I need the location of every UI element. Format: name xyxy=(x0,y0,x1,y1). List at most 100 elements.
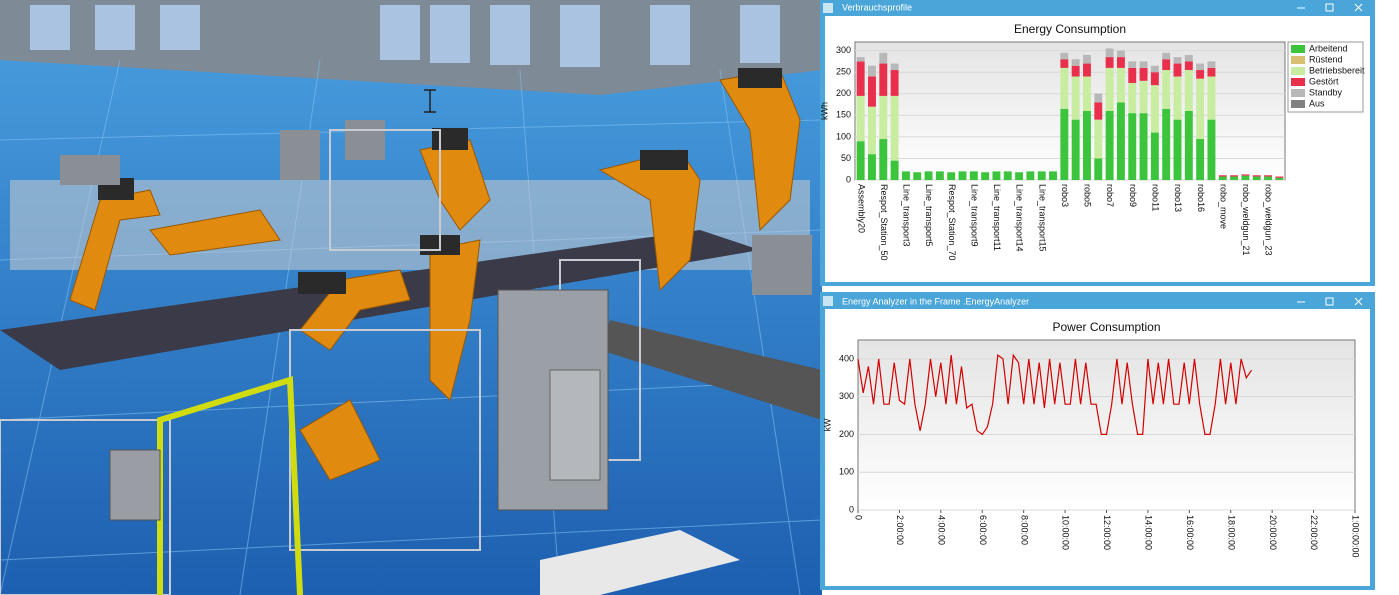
bar-segment xyxy=(856,61,865,96)
legend-swatch xyxy=(1291,89,1305,97)
bar-segment xyxy=(1116,67,1125,103)
x-tick-label: 10:00:00 xyxy=(1061,515,1071,550)
bar-segment xyxy=(1060,67,1069,109)
chart-title: Power Consumption xyxy=(1052,320,1160,334)
x-tick-label: Line_transport3 xyxy=(902,184,912,247)
y-tick-label: 150 xyxy=(836,110,851,120)
bar-segment xyxy=(1026,171,1035,180)
window-controls[interactable] xyxy=(1297,3,1363,12)
x-tick-label: Line_transport14 xyxy=(1015,184,1025,252)
bar-segment xyxy=(1060,52,1069,60)
bar-segment xyxy=(1162,70,1171,109)
bar-segment xyxy=(1139,61,1148,68)
bar-segment xyxy=(856,141,865,180)
bar-segment xyxy=(935,171,944,180)
bar-segment xyxy=(1060,108,1069,180)
bar-segment xyxy=(1015,172,1024,180)
bar-segment xyxy=(1150,72,1159,86)
x-tick-label: Line_transport9 xyxy=(969,184,979,247)
x-tick-label: robo5 xyxy=(1083,184,1093,207)
factory-scene xyxy=(0,0,823,595)
bar-segment xyxy=(1037,171,1046,180)
bar-segment xyxy=(1003,171,1012,180)
bar-segment xyxy=(958,171,967,180)
bar-segment xyxy=(856,57,865,62)
x-tick-label: 1:00:00:00 xyxy=(1351,515,1361,558)
x-tick-label: 2:00:00 xyxy=(895,515,905,545)
x-tick-label: 20:00:00 xyxy=(1268,515,1278,550)
bar-segment xyxy=(1094,102,1103,120)
x-tick-label: 16:00:00 xyxy=(1185,515,1195,550)
x-tick-label: robo_move xyxy=(1218,184,1228,229)
bar-segment xyxy=(879,52,888,64)
bar-segment xyxy=(1218,176,1227,180)
bar-segment xyxy=(1162,52,1171,60)
chart-title: Energy Consumption xyxy=(1014,22,1126,36)
legend-swatch xyxy=(1291,67,1305,75)
bar-segment xyxy=(1184,70,1193,111)
y-tick-label: 400 xyxy=(839,353,854,363)
bar-segment xyxy=(1139,113,1148,180)
y-tick-label: 200 xyxy=(836,88,851,98)
bar-segment xyxy=(1230,176,1239,180)
bar-segment xyxy=(1173,63,1182,77)
bar-segment xyxy=(1105,48,1114,58)
bar-segment xyxy=(1150,65,1159,73)
window-controls[interactable] xyxy=(1297,297,1363,306)
x-tick-label: robo7 xyxy=(1105,184,1115,207)
bar-segment xyxy=(1207,61,1216,68)
bar-segment xyxy=(1252,175,1261,177)
bar-segment xyxy=(1184,111,1193,180)
chart: Power Consumption kW 0 100 200 300 400 0 2:00:00… xyxy=(822,320,1360,557)
bar-segment xyxy=(1083,54,1091,64)
bar-segment xyxy=(1116,50,1125,58)
x-tick-label: robo16 xyxy=(1196,184,1206,212)
bar-segment xyxy=(1241,175,1250,180)
bar-segment xyxy=(1150,132,1159,180)
bar-segment xyxy=(1196,63,1205,71)
y-tick-label: 0 xyxy=(846,174,851,184)
bar-segment xyxy=(868,154,876,180)
x-tick-label: 6:00:00 xyxy=(978,515,988,545)
bar-segment xyxy=(890,160,899,180)
x-tick-label: 12:00:00 xyxy=(1102,515,1112,550)
bar-segment xyxy=(1196,78,1205,140)
bar-segment xyxy=(969,171,978,180)
bar-segment xyxy=(1162,108,1171,180)
bar-segment xyxy=(868,65,876,77)
legend-label: Betriebsbereit xyxy=(1309,65,1365,75)
legend-label: Standby xyxy=(1309,87,1343,97)
bar-segment xyxy=(992,171,1001,180)
bar-segment xyxy=(1116,102,1125,180)
bar-segment xyxy=(1049,171,1057,180)
bar-segment xyxy=(1128,113,1137,180)
x-tick-label: 14:00:00 xyxy=(1144,515,1154,550)
bar-segment xyxy=(1173,119,1182,180)
window-title: Verbrauchsprofile xyxy=(842,2,912,12)
y-tick-label: 0 xyxy=(849,504,854,514)
bar-segment xyxy=(1264,176,1272,180)
y-tick-label: 50 xyxy=(841,153,851,163)
x-tick-label: 8:00:00 xyxy=(1019,515,1029,545)
y-tick-label: 300 xyxy=(839,391,854,401)
x-tick-label: robo_weldgun_21 xyxy=(1241,184,1251,256)
bar-segment xyxy=(1094,93,1103,103)
bar-segment xyxy=(1128,61,1137,68)
y-axis-label: kWh xyxy=(819,102,829,120)
y-tick-label: 250 xyxy=(836,67,851,77)
bar-segment xyxy=(856,95,865,142)
x-tick-label: robo9 xyxy=(1128,184,1138,207)
legend-label: Rüstend xyxy=(1309,54,1343,64)
bar-segment xyxy=(1105,57,1114,68)
bar-segment xyxy=(1184,54,1193,62)
x-tick-label: Assembly20 xyxy=(856,184,866,233)
y-tick-label: 200 xyxy=(839,429,854,439)
legend-label: Aus xyxy=(1309,98,1325,108)
bar-segment xyxy=(913,172,922,180)
bar-segment xyxy=(1060,59,1069,68)
x-tick-label: robo3 xyxy=(1060,184,1070,207)
chart: Energy Consumption kWh 0 50 100 150 200 250 300 A… xyxy=(819,22,1365,260)
x-tick-label: Line_transport15 xyxy=(1037,184,1047,252)
